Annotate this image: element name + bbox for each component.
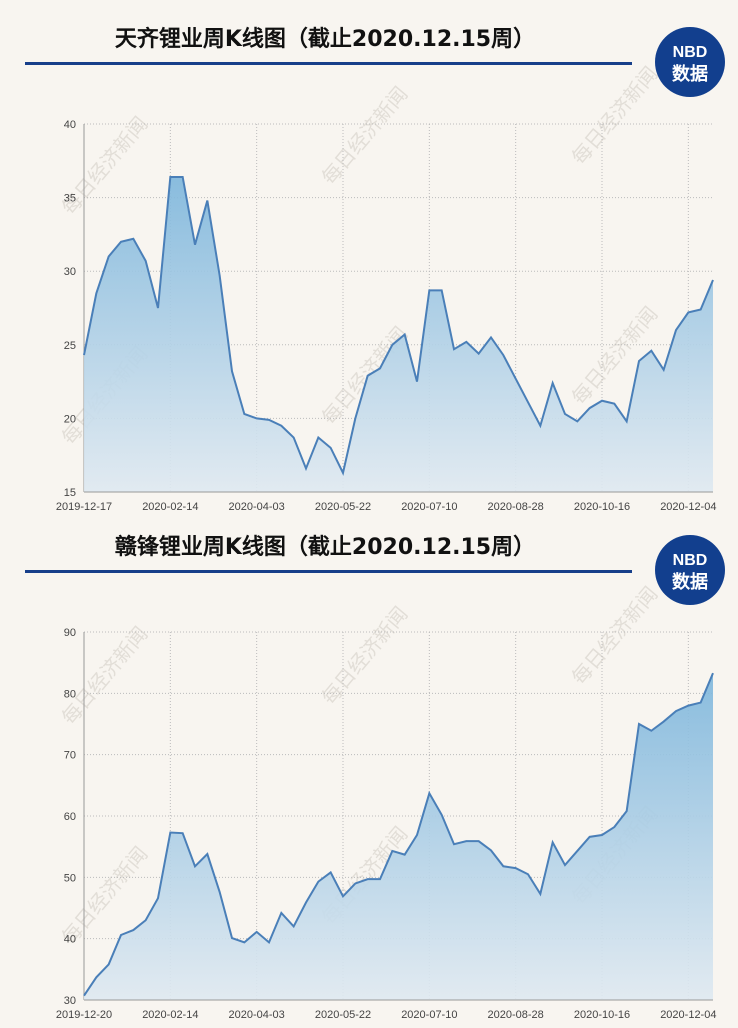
logo-top: NBD xyxy=(673,44,708,61)
x-tick-label: 2020-05-22 xyxy=(315,501,371,513)
x-tick-label: 2020-02-14 xyxy=(142,1009,198,1021)
logo xyxy=(655,27,725,97)
y-tick-label: 50 xyxy=(64,872,76,884)
y-tick-label: 40 xyxy=(64,119,76,131)
x-tick-label: 2020-07-10 xyxy=(401,501,457,513)
x-tick-label: 2020-12-04 xyxy=(660,501,716,513)
chart-title: 天齐锂业周K线图（截止2020.12.15周） xyxy=(115,26,535,52)
x-tick-label: 2019-12-20 xyxy=(56,1009,112,1021)
x-tick-label: 2020-02-14 xyxy=(142,501,198,513)
x-tick-label: 2020-04-03 xyxy=(229,501,285,513)
y-tick-label: 80 xyxy=(64,688,76,700)
y-tick-label: 30 xyxy=(64,266,76,278)
y-tick-label: 35 xyxy=(64,193,76,205)
y-tick-label: 30 xyxy=(64,995,76,1007)
watermark: 每日经济新闻 xyxy=(567,62,663,169)
y-tick-label: 25 xyxy=(64,340,76,352)
line xyxy=(83,672,714,997)
watermark: 每日经济新闻 xyxy=(317,602,413,709)
logo-bottom: 数据 xyxy=(672,571,708,593)
y-tick-label: 15 xyxy=(64,487,76,499)
chart-title: 赣锋锂业周K线图（截止2020.12.15周） xyxy=(115,534,535,560)
y-tick-label: 60 xyxy=(64,811,76,823)
x-tick-label: 2020-08-28 xyxy=(488,501,544,513)
logo-bottom: 数据 xyxy=(672,63,708,85)
watermark: 每日经济新闻 xyxy=(567,582,663,689)
x-tick-label: 2020-10-16 xyxy=(574,501,630,513)
title-rule xyxy=(25,570,632,573)
y-tick-label: 90 xyxy=(64,627,76,639)
x-tick-label: 2019-12-17 xyxy=(56,501,112,513)
y-tick-label: 20 xyxy=(64,413,76,425)
logo-top: NBD xyxy=(673,552,708,569)
title-rule xyxy=(25,62,632,65)
area xyxy=(84,176,713,492)
x-tick-label: 2020-04-03 xyxy=(229,1009,285,1021)
y-tick-label: 40 xyxy=(64,934,76,946)
area xyxy=(84,673,713,1000)
x-tick-label: 2020-05-22 xyxy=(315,1009,371,1021)
y-tick-label: 70 xyxy=(64,750,76,762)
watermark: 每日经济新闻 xyxy=(317,82,413,189)
x-tick-label: 2020-12-04 xyxy=(660,1009,716,1021)
line xyxy=(83,175,714,476)
x-tick-label: 2020-07-10 xyxy=(401,1009,457,1021)
logo xyxy=(655,535,725,605)
x-tick-label: 2020-08-28 xyxy=(488,1009,544,1021)
x-tick-label: 2020-10-16 xyxy=(574,1009,630,1021)
